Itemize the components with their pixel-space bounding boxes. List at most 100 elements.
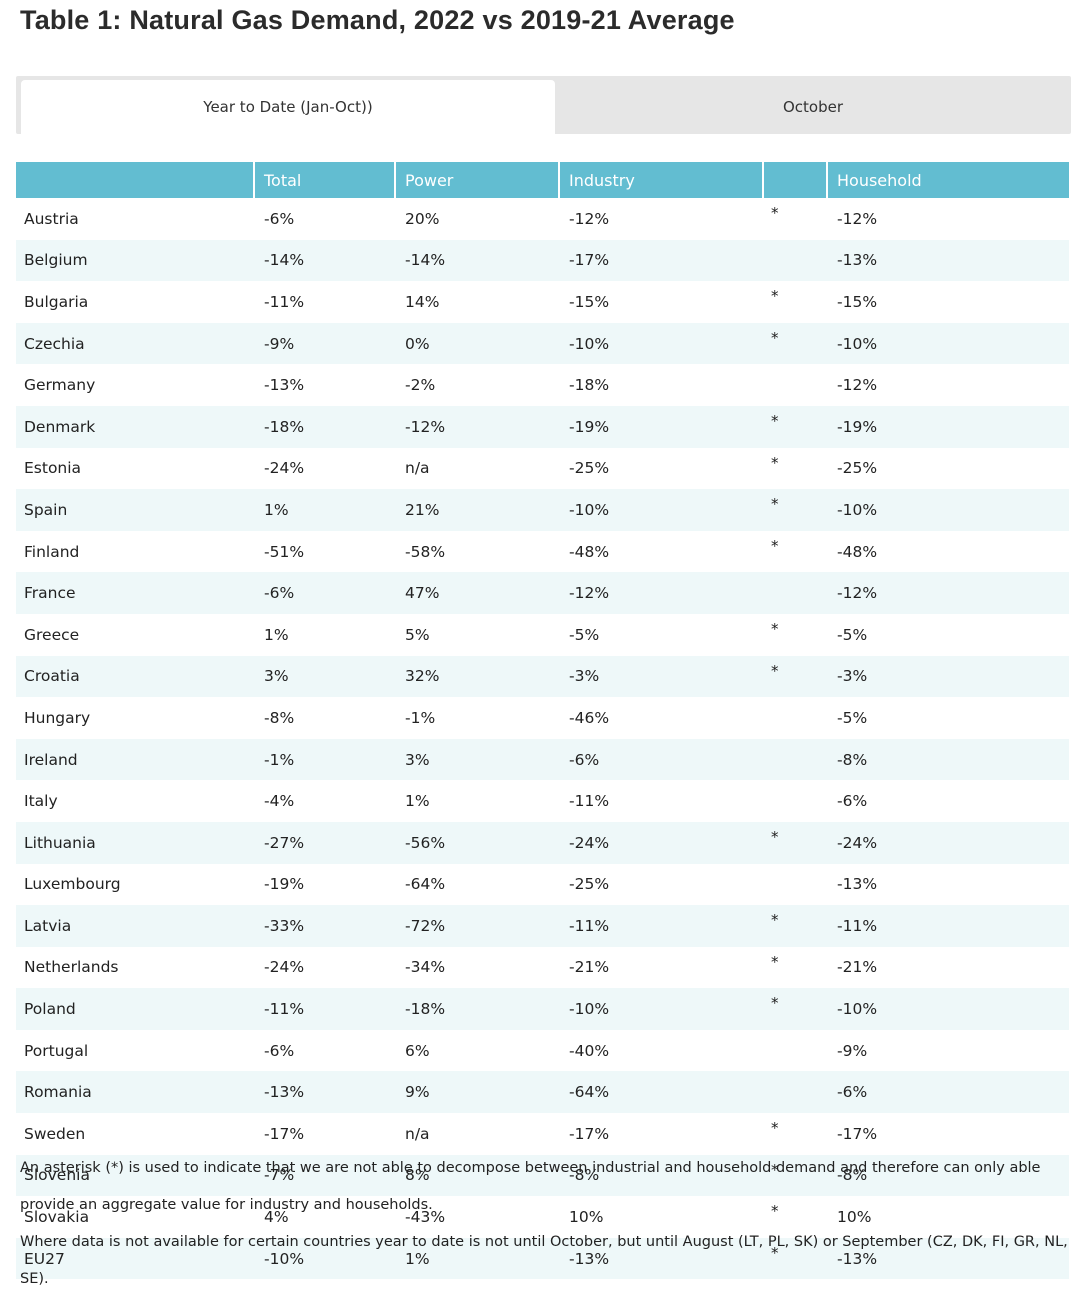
asterisk-cell [762,697,826,739]
asterisk-cell: * [762,946,826,989]
power-cell: -43% [394,1196,558,1238]
industry-cell: -3% [558,655,762,698]
household-cell: -10% [826,988,1069,1030]
country-cell: Luxembourg [16,863,253,906]
table-row: Austria -6% 20% -12% * -12% [16,198,1069,240]
power-cell: -34% [394,946,558,989]
country-cell: Greece [16,613,253,656]
power-cell: n/a [394,447,558,490]
total-cell: 3% [253,655,394,698]
industry-cell: -6% [558,738,762,781]
power-cell: -58% [394,530,558,573]
header-household: Household [826,162,1069,198]
industry-cell: -21% [558,946,762,989]
country-cell: Hungary [16,697,253,739]
table-row: Romania -13% 9% -64% -6% [16,1071,1069,1114]
table-row: Hungary -8% -1% -46% -5% [16,697,1069,739]
total-cell: -13% [253,1071,394,1114]
table-row: Luxembourg -19% -64% -25% -13% [16,863,1069,906]
table-row: Greece 1% 5% -5% * -5% [16,613,1069,656]
asterisk-cell [762,572,826,614]
asterisk-cell: * [762,198,826,240]
table-row: Germany -13% -2% -18% -12% [16,364,1069,406]
country-cell: Portugal [16,1029,253,1072]
total-cell: -14% [253,239,394,282]
household-cell: -12% [826,198,1069,240]
household-cell: -9% [826,1029,1069,1072]
industry-cell: -11% [558,780,762,822]
household-cell: -8% [826,738,1069,781]
table-row: Slovenia -7% 8% -8% * -8% [16,1154,1069,1197]
power-cell: -64% [394,863,558,906]
total-cell: -6% [253,1029,394,1072]
total-cell: -24% [253,946,394,989]
household-cell: -5% [826,613,1069,656]
asterisk-cell: * [762,1154,826,1197]
asterisk-cell [762,239,826,282]
total-cell: -6% [253,198,394,240]
industry-cell: -5% [558,613,762,656]
total-cell: -17% [253,1113,394,1155]
household-cell: -11% [826,905,1069,947]
total-cell: -11% [253,281,394,323]
power-cell: -14% [394,239,558,282]
country-cell: Croatia [16,655,253,698]
country-cell: Austria [16,198,253,240]
table-row: Bulgaria -11% 14% -15% * -15% [16,281,1069,323]
power-cell: n/a [394,1113,558,1155]
power-cell: 47% [394,572,558,614]
table-row: Estonia -24% n/a -25% * -25% [16,447,1069,490]
total-cell: -7% [253,1154,394,1197]
household-cell: -48% [826,530,1069,573]
country-cell: Bulgaria [16,281,253,323]
asterisk-cell [762,364,826,406]
power-cell: 21% [394,489,558,531]
power-cell: 32% [394,655,558,698]
country-cell: Lithuania [16,821,253,864]
country-cell: Denmark [16,405,253,448]
country-cell: Slovenia [16,1154,253,1197]
industry-cell: -25% [558,447,762,490]
country-cell: Estonia [16,447,253,490]
tab-year-to-date[interactable]: Year to Date (Jan-Oct)) [21,80,555,134]
power-cell: -12% [394,405,558,448]
table-row: Latvia -33% -72% -11% * -11% [16,905,1069,947]
total-cell: -8% [253,697,394,739]
table-row: Belgium -14% -14% -17% -13% [16,239,1069,282]
table-row: Lithuania -27% -56% -24% * -24% [16,821,1069,864]
industry-cell: -10% [558,988,762,1030]
industry-cell: -12% [558,572,762,614]
footnotes: An asterisk (*) is used to indicate that… [20,1150,1070,1298]
table-row: Denmark -18% -12% -19% * -19% [16,405,1069,448]
table-row: Czechia -9% 0% -10% * -10% [16,322,1069,365]
footnote-asterisk-1: An asterisk (*) is used to indicate that… [20,1160,1041,1176]
household-cell: -10% [826,489,1069,531]
industry-cell: -64% [558,1071,762,1114]
country-cell: Slovakia [16,1196,253,1238]
industry-cell: -15% [558,281,762,323]
asterisk-cell: * [762,447,826,490]
industry-cell: -10% [558,322,762,365]
household-cell: -12% [826,572,1069,614]
table-row: Italy -4% 1% -11% -6% [16,780,1069,822]
table-header-row: Total Power Industry Household [16,162,1069,198]
power-cell: 14% [394,281,558,323]
household-cell: -12% [826,364,1069,406]
household-cell: -5% [826,697,1069,739]
power-cell: 6% [394,1029,558,1072]
total-cell: -51% [253,530,394,573]
tab-bar: Year to Date (Jan-Oct)) October [16,76,1071,134]
power-cell: 0% [394,322,558,365]
industry-cell: -18% [558,364,762,406]
asterisk-cell: * [762,988,826,1030]
power-cell: -56% [394,821,558,864]
household-cell: -24% [826,821,1069,864]
asterisk-cell [762,780,826,822]
header-power: Power [394,162,558,198]
household-cell: -13% [826,863,1069,906]
gas-demand-table: Total Power Industry Household Austria -6… [16,162,1069,1280]
industry-cell: -19% [558,405,762,448]
asterisk-cell: * [762,530,826,573]
power-cell: 8% [394,1154,558,1197]
tab-october[interactable]: October [782,98,844,116]
